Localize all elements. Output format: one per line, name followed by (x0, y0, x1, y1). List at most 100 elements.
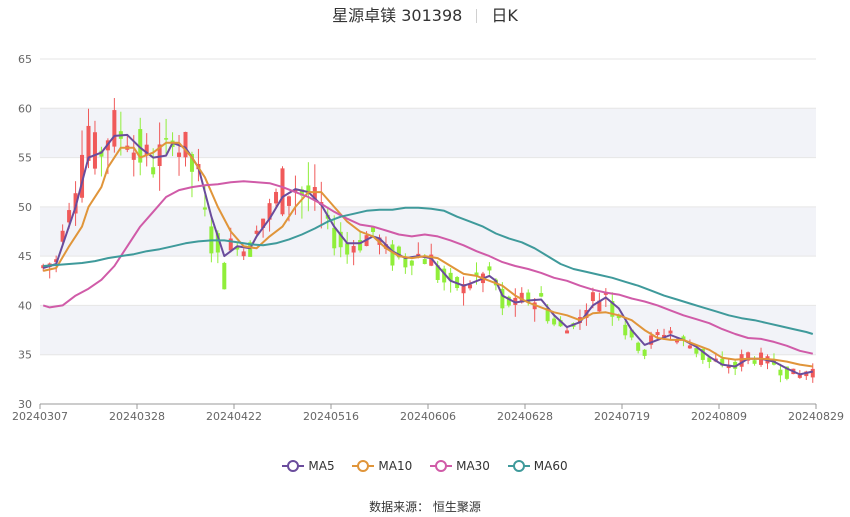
candle-body (241, 251, 246, 257)
legend-label-ma60: MA60 (533, 459, 568, 473)
candle-body (222, 262, 227, 290)
candle-body (41, 265, 46, 269)
candle-body (739, 354, 744, 367)
candle-body (539, 293, 544, 297)
candle-body (487, 266, 492, 271)
candle-body (390, 244, 395, 266)
candle-body (506, 296, 511, 306)
candle-body (442, 268, 447, 283)
candle-body (177, 152, 182, 157)
candle-body (468, 284, 473, 289)
moving-average-lines (42, 133, 814, 376)
candle-body (280, 168, 285, 215)
x-tick-label: 20240328 (109, 410, 165, 423)
candle-body (655, 332, 660, 335)
candlestick-chart: 30 35 40 45 50 55 60 65 20240307 20240328 2024042… (12, 53, 844, 423)
candle-body (422, 259, 427, 264)
candle-body (306, 185, 311, 194)
candle-body (151, 167, 156, 175)
candle-body (797, 374, 802, 378)
candle-body (228, 238, 233, 251)
series-line-ma30 (42, 180, 814, 355)
candle-body (526, 292, 531, 303)
x-tick-label: 20240628 (497, 410, 553, 423)
candle-body (726, 365, 731, 369)
candle-body (144, 144, 149, 156)
candle-body (623, 324, 628, 336)
candle-body (396, 246, 401, 258)
candle-body (545, 307, 550, 322)
candle-body (784, 366, 789, 379)
candle-body (189, 154, 194, 172)
candle-body (474, 272, 479, 276)
x-tick-label: 20240809 (691, 410, 747, 423)
y-tick-label: 35 (18, 349, 32, 362)
candle-body (60, 230, 65, 242)
candle-body (746, 352, 751, 361)
candle-body (293, 189, 298, 192)
y-tick-label: 45 (18, 250, 32, 263)
legend-item-ma10[interactable]: MA10 (352, 459, 412, 473)
candle-body (383, 244, 388, 249)
candle-body (92, 132, 97, 169)
candle-body (500, 288, 505, 309)
legend-label-ma30: MA30 (456, 459, 490, 473)
legend-item-ma5[interactable]: MA5 (282, 459, 335, 473)
candle-body (448, 272, 453, 281)
candle-body (157, 144, 162, 167)
x-axis-ticks: 20240307 20240328 20240422 20240516 20240606… (12, 404, 844, 423)
candle-body (86, 125, 91, 161)
candle-body (131, 152, 136, 160)
candle-body (552, 318, 557, 325)
legend-item-ma30[interactable]: MA30 (430, 459, 490, 473)
candle-body (681, 336, 686, 341)
candle-body (668, 330, 673, 334)
candle-body (351, 246, 356, 253)
legend: MA5 MA10 MA30 MA60 (0, 459, 850, 473)
y-tick-label: 50 (18, 201, 32, 214)
candle-body (461, 284, 466, 294)
candle-body (299, 189, 304, 196)
candle-body (810, 368, 815, 378)
candle-body (371, 227, 376, 232)
y-axis-ticks: 30 35 40 45 50 55 60 65 (18, 53, 32, 411)
series-line-ma60 (43, 206, 814, 335)
y-tick-label: 65 (18, 53, 32, 66)
candle-body (99, 150, 104, 157)
candle-body (312, 187, 317, 201)
chart-title: 星源卓镁 301398 日K (0, 4, 850, 28)
candle-body (752, 360, 757, 364)
candle-body (687, 345, 692, 349)
legend-item-ma60[interactable]: MA60 (507, 459, 568, 473)
candle-body (409, 260, 414, 266)
grid-band (40, 305, 816, 355)
x-tick-label: 20240606 (400, 410, 456, 423)
candle-body (138, 129, 143, 163)
candle-body (261, 218, 266, 229)
candle-body (597, 300, 602, 312)
candle-body (403, 258, 408, 268)
x-tick-label: 20240516 (303, 410, 359, 423)
legend-label-ma10: MA10 (378, 459, 413, 473)
candle-body (674, 340, 679, 343)
candle-body (694, 348, 699, 354)
candle-body (629, 329, 634, 338)
candle-body (649, 335, 654, 345)
candle-body (164, 138, 169, 140)
candle-body (274, 191, 279, 204)
candle-body (636, 342, 641, 351)
candle-body (183, 131, 188, 158)
x-tick-label: 20240829 (788, 410, 844, 423)
candle-body (67, 210, 72, 223)
candle-body (435, 265, 440, 280)
candle-body (202, 207, 207, 210)
candle-body (642, 349, 647, 356)
grid-bands (40, 108, 816, 355)
candle-body (720, 358, 725, 366)
candle-body (519, 292, 524, 303)
candle-body (778, 369, 783, 376)
legend-marker-ma10 (352, 460, 375, 472)
data-source: 数据来源： 恒生聚源 (369, 500, 481, 514)
candle-body (286, 196, 291, 206)
y-tick-label: 40 (18, 299, 32, 312)
